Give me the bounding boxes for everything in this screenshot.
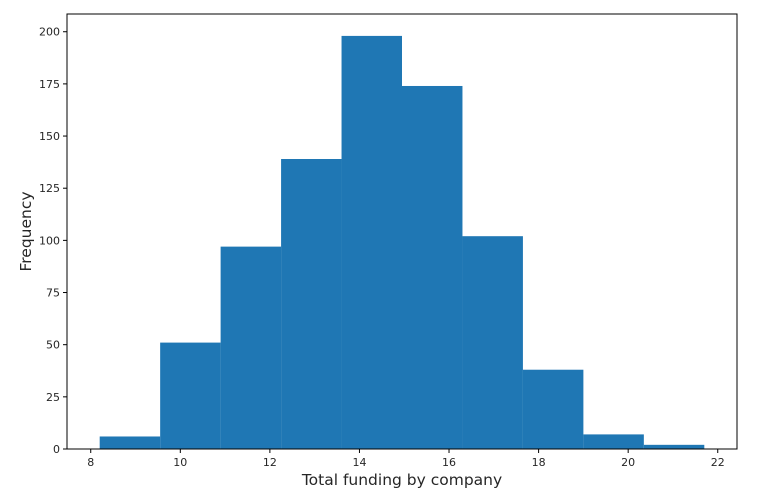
x-tick-label: 18	[532, 456, 546, 469]
x-axis-label: Total funding by company	[301, 471, 502, 489]
x-tick-label: 22	[711, 456, 725, 469]
x-tick-label: 16	[442, 456, 456, 469]
x-tick-label: 8	[87, 456, 94, 469]
y-tick-label: 50	[46, 339, 60, 352]
histogram-bar	[522, 369, 584, 449]
bars-group	[99, 35, 705, 450]
y-tick-label: 125	[39, 182, 60, 195]
x-tick-label: 20	[621, 456, 635, 469]
y-tick-label: 200	[39, 26, 60, 39]
x-tick-label: 14	[352, 456, 366, 469]
histogram-bar	[220, 246, 282, 449]
histogram-bar	[160, 342, 221, 449]
x-tick-label: 12	[263, 456, 277, 469]
y-tick-label: 25	[46, 391, 60, 404]
y-tick-label: 175	[39, 78, 60, 91]
histogram-bar	[462, 236, 523, 449]
histogram-bar	[643, 444, 705, 449]
y-axis-label: Frequency	[17, 191, 35, 271]
y-tick-label: 100	[39, 234, 60, 247]
histogram-bar	[99, 436, 161, 449]
y-tick-label: 75	[46, 287, 60, 300]
plot-frame	[66, 13, 738, 450]
y-tick-label: 0	[53, 443, 60, 456]
y-axis: 0 25 50 75 100 125 150 175 200	[39, 26, 67, 456]
x-tick-label: 10	[173, 456, 187, 469]
histogram-bar	[281, 159, 342, 449]
x-axis: 8 10 12 14 16 18 20 22	[87, 449, 725, 469]
histogram-bar	[402, 85, 463, 449]
histogram-bar	[583, 434, 644, 449]
y-tick-label: 150	[39, 130, 60, 143]
histogram-bar	[341, 35, 402, 450]
